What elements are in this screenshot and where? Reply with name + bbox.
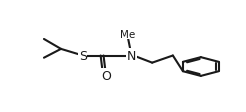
Text: S: S — [79, 50, 87, 62]
Text: N: N — [127, 50, 136, 62]
Text: O: O — [101, 69, 111, 82]
Text: Me: Me — [120, 30, 136, 40]
